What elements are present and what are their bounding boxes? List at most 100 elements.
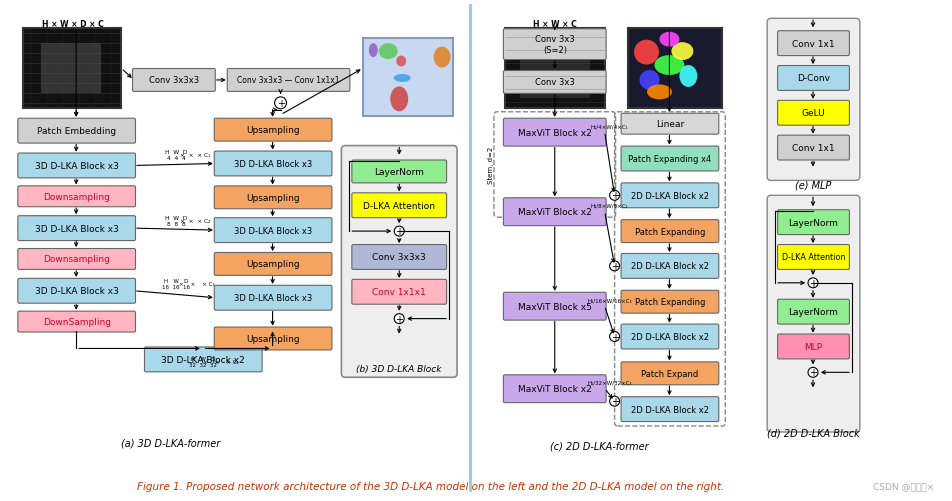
Text: Downsampling: Downsampling <box>43 255 110 264</box>
FancyBboxPatch shape <box>214 218 332 243</box>
Circle shape <box>609 332 620 342</box>
FancyBboxPatch shape <box>214 253 332 276</box>
FancyBboxPatch shape <box>352 280 446 305</box>
Text: H  W  D: H W D <box>165 150 187 155</box>
Text: +: + <box>610 332 619 342</box>
FancyBboxPatch shape <box>778 32 849 57</box>
Text: 2D D-LKA Block x2: 2D D-LKA Block x2 <box>631 405 709 414</box>
Text: LayerNorm: LayerNorm <box>788 218 839 227</box>
Text: 4  4  4: 4 4 4 <box>167 156 186 161</box>
Text: (c) 2D D-LKA-former: (c) 2D D-LKA-former <box>550 441 649 451</box>
FancyBboxPatch shape <box>778 210 849 235</box>
Bar <box>627 29 723 109</box>
Text: LayerNorm: LayerNorm <box>788 308 839 317</box>
FancyBboxPatch shape <box>214 119 332 142</box>
FancyBboxPatch shape <box>352 193 446 218</box>
Text: +: + <box>610 396 619 406</box>
Text: 8  8  8: 8 8 8 <box>167 221 186 226</box>
Text: Upsampling: Upsampling <box>247 126 300 135</box>
Text: Stem, d=2: Stem, d=2 <box>488 147 494 184</box>
Text: 3D D-LKA Block x3: 3D D-LKA Block x3 <box>34 224 119 233</box>
Text: H₁/16×W/16×C₃: H₁/16×W/16×C₃ <box>587 298 632 303</box>
Text: Upsampling: Upsampling <box>247 260 300 269</box>
Text: ×    ×    × C₃: × × × C₃ <box>179 282 214 287</box>
FancyBboxPatch shape <box>352 245 446 270</box>
Text: 2D D-LKA Block x2: 2D D-LKA Block x2 <box>631 262 709 271</box>
Text: +: + <box>809 278 817 288</box>
FancyBboxPatch shape <box>767 196 860 432</box>
FancyBboxPatch shape <box>778 245 849 270</box>
FancyBboxPatch shape <box>504 71 606 94</box>
FancyBboxPatch shape <box>18 312 135 332</box>
Text: 3D D-LKA Block x2: 3D D-LKA Block x2 <box>162 355 246 364</box>
FancyBboxPatch shape <box>621 254 719 279</box>
Text: H   W   D: H W D <box>190 356 215 361</box>
FancyBboxPatch shape <box>621 183 719 208</box>
Ellipse shape <box>634 41 659 66</box>
Text: H₁/32×W/32×C₄: H₁/32×W/32×C₄ <box>587 380 632 385</box>
Text: GeLU: GeLU <box>802 109 825 118</box>
Text: Patch Expand: Patch Expand <box>642 369 699 378</box>
Bar <box>24 29 121 109</box>
Ellipse shape <box>379 44 398 60</box>
Ellipse shape <box>671 43 693 61</box>
Text: MaxViT Block x2: MaxViT Block x2 <box>518 384 591 393</box>
Text: Conv 3x3: Conv 3x3 <box>535 78 575 87</box>
Text: ×  ×  × C₁: × × × C₁ <box>180 153 210 158</box>
Circle shape <box>274 98 287 110</box>
Text: H × W × D × C: H × W × D × C <box>42 20 104 29</box>
Text: +: + <box>395 226 404 236</box>
FancyBboxPatch shape <box>18 186 135 207</box>
FancyBboxPatch shape <box>214 328 332 350</box>
FancyBboxPatch shape <box>621 362 719 385</box>
FancyBboxPatch shape <box>214 286 332 311</box>
Text: Conv 3x3
(S=2): Conv 3x3 (S=2) <box>535 36 575 55</box>
Circle shape <box>609 191 620 201</box>
FancyBboxPatch shape <box>342 146 457 378</box>
Text: (a) 3D D-LKA-former: (a) 3D D-LKA-former <box>121 438 221 448</box>
FancyBboxPatch shape <box>18 216 135 241</box>
FancyBboxPatch shape <box>778 136 849 161</box>
FancyBboxPatch shape <box>621 147 719 172</box>
Text: H  W  D: H W D <box>165 215 187 220</box>
Text: Upsampling: Upsampling <box>247 193 300 202</box>
Text: Conv 3x3x3: Conv 3x3x3 <box>372 253 426 262</box>
Bar <box>520 39 589 99</box>
Circle shape <box>394 314 405 324</box>
Text: Conv 3x3x3 — Conv 1x1x1: Conv 3x3x3 — Conv 1x1x1 <box>237 76 340 85</box>
Ellipse shape <box>680 66 698 88</box>
Ellipse shape <box>396 57 407 68</box>
FancyBboxPatch shape <box>778 67 849 91</box>
Text: 3D D-LKA Block x3: 3D D-LKA Block x3 <box>234 226 312 235</box>
FancyBboxPatch shape <box>18 249 135 270</box>
FancyBboxPatch shape <box>18 279 135 304</box>
Text: (d) 2D D-LKA Block: (d) 2D D-LKA Block <box>766 428 860 438</box>
FancyBboxPatch shape <box>214 152 332 176</box>
Text: Patch Embedding: Patch Embedding <box>37 127 116 136</box>
Text: 2D D-LKA Block x2: 2D D-LKA Block x2 <box>631 332 709 341</box>
FancyBboxPatch shape <box>778 300 849 325</box>
FancyBboxPatch shape <box>132 69 215 92</box>
FancyBboxPatch shape <box>228 69 350 92</box>
Text: 32  32  32: 32 32 32 <box>188 362 217 367</box>
FancyBboxPatch shape <box>18 119 135 144</box>
FancyBboxPatch shape <box>214 186 332 209</box>
Text: 3D D-LKA Block x3: 3D D-LKA Block x3 <box>234 160 312 169</box>
Text: ×  ×  × C₂: × × × C₂ <box>180 218 210 223</box>
FancyBboxPatch shape <box>18 154 135 178</box>
Bar <box>505 29 605 109</box>
Bar <box>364 39 453 117</box>
FancyBboxPatch shape <box>504 30 606 61</box>
Text: Conv 1x1: Conv 1x1 <box>792 144 835 153</box>
Text: H   W   D: H W D <box>164 279 188 284</box>
Text: 3D D-LKA Block x3: 3D D-LKA Block x3 <box>34 162 119 171</box>
FancyBboxPatch shape <box>504 293 606 321</box>
Text: MLP: MLP <box>804 342 823 351</box>
Text: +: + <box>277 99 285 109</box>
FancyBboxPatch shape <box>621 114 719 135</box>
Text: CSDN @一休哥×: CSDN @一休哥× <box>873 481 934 490</box>
Bar <box>41 44 101 94</box>
Ellipse shape <box>390 87 408 112</box>
FancyBboxPatch shape <box>621 291 719 314</box>
Circle shape <box>808 278 818 288</box>
